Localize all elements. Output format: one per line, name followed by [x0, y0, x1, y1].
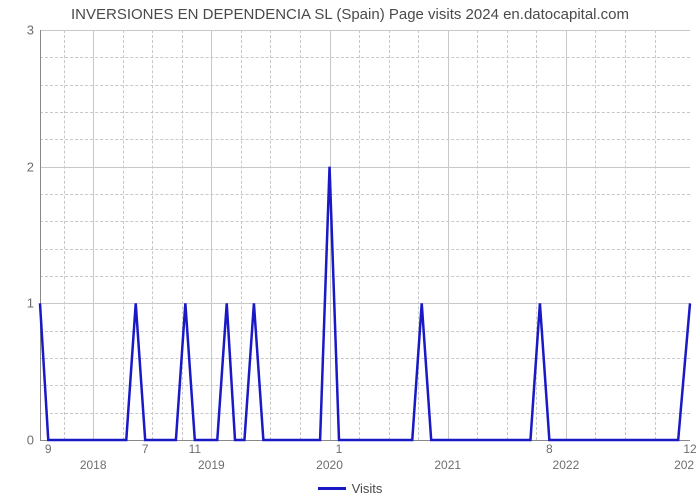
ytick-label: 1	[27, 296, 34, 311]
point-label: 11	[189, 442, 201, 456]
legend: Visits	[0, 480, 700, 496]
xtick-label: 2019	[198, 458, 225, 472]
legend-label: Visits	[352, 481, 383, 496]
point-label: 9	[45, 442, 52, 456]
plot-area: 01232018201920202021202220297111812	[40, 30, 690, 440]
ytick-label: 3	[27, 23, 34, 38]
point-label: 7	[142, 442, 149, 456]
point-label: 1	[336, 442, 343, 456]
series-line	[40, 30, 690, 440]
xtick-label: 2020	[316, 458, 343, 472]
xtick-label: 2018	[80, 458, 107, 472]
xtick-label: 202	[674, 458, 694, 472]
point-label: 12	[683, 442, 696, 456]
xtick-label: 2021	[434, 458, 461, 472]
xtick-label: 2022	[553, 458, 580, 472]
chart-title: INVERSIONES EN DEPENDENCIA SL (Spain) Pa…	[0, 6, 700, 23]
point-label: 8	[546, 442, 553, 456]
legend-swatch	[318, 487, 346, 490]
ytick-label: 0	[27, 433, 34, 448]
chart-container: INVERSIONES EN DEPENDENCIA SL (Spain) Pa…	[0, 0, 700, 500]
ytick-label: 2	[27, 159, 34, 174]
